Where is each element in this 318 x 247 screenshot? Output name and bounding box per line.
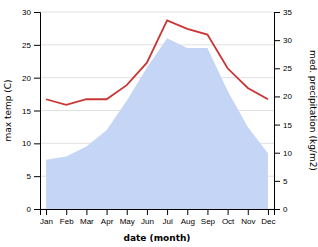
tick-label: Mar [80, 217, 94, 226]
tick-label: Jul [162, 217, 172, 226]
tick-mark [34, 209, 40, 210]
tick: 10 [22, 139, 40, 148]
tick-mark [127, 209, 128, 215]
tick-label: Dec [261, 217, 275, 226]
axis-domain [41, 210, 275, 216]
y-axis-title: max temp (C) [3, 79, 13, 141]
tick-label: 15 [22, 107, 31, 116]
tick: 5 [274, 177, 288, 186]
grid-line [40, 12, 274, 13]
marks [46, 20, 268, 209]
tick: 15 [22, 107, 40, 116]
tick-label: 15 [283, 121, 292, 130]
tick-mark [274, 40, 280, 41]
axis-domain [275, 13, 281, 210]
y2-axis-title: med. precipitation (kg/m2) [308, 50, 318, 171]
tick-label: Nov [241, 217, 255, 226]
tick-label: 20 [22, 74, 31, 83]
tick: 10 [274, 149, 292, 158]
tick-label: Jan [40, 217, 53, 226]
tick: May [120, 209, 135, 226]
tick-mark [187, 209, 188, 215]
tick: 0 [27, 205, 40, 214]
tick-mark [274, 12, 280, 13]
tick-label: 25 [283, 64, 292, 73]
tick-label: 25 [22, 41, 31, 50]
y-axis: 0 5 10 15 20 25 30 [22, 8, 40, 214]
tick-mark [86, 209, 87, 215]
tick-mark [46, 209, 47, 215]
tick-mark [167, 209, 168, 215]
tick: 35 [274, 8, 292, 17]
tick-label: 35 [283, 8, 292, 17]
y2-axis: 0 5 10 15 20 25 30 35 [274, 8, 292, 214]
tick-label: 5 [283, 177, 288, 186]
tick-mark [248, 209, 249, 215]
tick: Nov [241, 209, 255, 226]
grid [40, 12, 274, 209]
x-axis: Jan Feb Mar Apr May Jun Jul Aug Sep Oct Nov Dec [40, 209, 275, 226]
tick-mark [147, 209, 148, 215]
tick: 20 [22, 74, 40, 83]
tick-mark [34, 45, 40, 46]
tick-label: 30 [283, 36, 292, 45]
tick-label: 10 [22, 139, 31, 148]
tick-mark [34, 111, 40, 112]
tick: 25 [274, 64, 292, 73]
axis-domain [34, 13, 41, 210]
tick-mark [274, 68, 280, 69]
tick-label: May [120, 217, 135, 226]
tick-label: 0 [283, 205, 288, 214]
tick-label: 5 [27, 172, 32, 181]
tick-label: 30 [22, 8, 31, 17]
grid-line [40, 44, 274, 45]
temperature-area [46, 38, 268, 209]
tick-mark [34, 12, 40, 13]
plot: Jan Feb Mar Apr May Jun Jul Aug Sep Oct Nov Dec 0 5 10… [22, 8, 292, 226]
tick-mark [34, 78, 40, 79]
tick-mark [66, 209, 67, 215]
tick-label: Feb [60, 217, 74, 226]
tick: Jul [162, 209, 172, 226]
tick-mark [268, 209, 269, 215]
tick-label: Oct [222, 217, 235, 226]
tick: 20 [274, 92, 292, 101]
tick: Jun [141, 209, 154, 226]
tick: Sep [201, 209, 216, 226]
tick: 30 [22, 8, 40, 17]
tick-label: 20 [283, 92, 292, 101]
tick-mark [274, 181, 280, 182]
tick-label: 0 [27, 205, 32, 214]
tick: 5 [27, 172, 40, 181]
tick-mark [274, 125, 280, 126]
tick-label: Sep [201, 217, 216, 226]
tick-mark [274, 153, 280, 154]
tick: 25 [22, 41, 40, 50]
tick: Feb [60, 209, 74, 226]
tick: Jan [40, 209, 53, 226]
tick-mark [107, 209, 108, 215]
tick-mark [34, 176, 40, 177]
tick-mark [228, 209, 229, 215]
tick: 15 [274, 121, 292, 130]
tick-mark [274, 209, 280, 210]
tick: Aug [181, 209, 195, 226]
tick-label: 10 [283, 149, 292, 158]
tick: Dec [261, 209, 275, 226]
tick: 0 [274, 205, 288, 214]
tick-label: Jun [141, 217, 154, 226]
tick-mark [207, 209, 208, 215]
tick: Oct [222, 209, 235, 226]
tick-mark [34, 143, 40, 144]
tick: Apr [101, 209, 114, 226]
tick-label: Aug [181, 217, 195, 226]
tick-mark [274, 96, 280, 97]
chart: Jan Feb Mar Apr May Jun Jul Aug Sep Oct Nov Dec 0 5 10… [0, 0, 318, 247]
tick: 30 [274, 36, 292, 45]
tick-label: Apr [101, 217, 114, 226]
precipitation-line [46, 20, 268, 104]
x-axis-title: date (month) [124, 233, 191, 243]
tick: Mar [80, 209, 94, 226]
